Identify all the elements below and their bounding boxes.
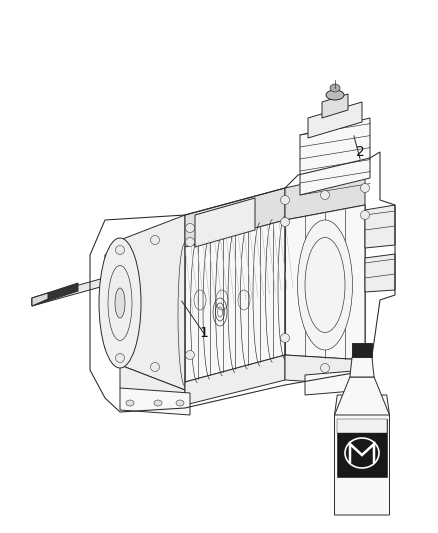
Text: 2: 2 bbox=[356, 145, 364, 159]
Polygon shape bbox=[185, 188, 285, 247]
Polygon shape bbox=[120, 215, 185, 390]
Ellipse shape bbox=[186, 223, 194, 232]
Ellipse shape bbox=[345, 438, 379, 468]
Ellipse shape bbox=[297, 220, 353, 350]
Polygon shape bbox=[195, 198, 255, 247]
Bar bbox=[337, 419, 387, 477]
Ellipse shape bbox=[126, 400, 134, 406]
Bar bbox=[337, 419, 387, 433]
Polygon shape bbox=[285, 205, 365, 360]
Polygon shape bbox=[335, 395, 389, 515]
Polygon shape bbox=[365, 254, 395, 292]
Ellipse shape bbox=[176, 400, 184, 406]
Polygon shape bbox=[300, 118, 370, 195]
Ellipse shape bbox=[326, 90, 344, 100]
Ellipse shape bbox=[360, 211, 370, 220]
Polygon shape bbox=[185, 355, 285, 405]
Polygon shape bbox=[335, 377, 389, 415]
Polygon shape bbox=[285, 355, 365, 385]
Polygon shape bbox=[322, 94, 348, 118]
Ellipse shape bbox=[321, 190, 329, 199]
Ellipse shape bbox=[116, 246, 124, 254]
Ellipse shape bbox=[280, 196, 290, 205]
Ellipse shape bbox=[186, 351, 194, 359]
Ellipse shape bbox=[360, 183, 370, 192]
Ellipse shape bbox=[116, 353, 124, 362]
Polygon shape bbox=[32, 283, 78, 306]
Polygon shape bbox=[105, 245, 120, 358]
Text: 1: 1 bbox=[199, 326, 208, 340]
Polygon shape bbox=[32, 268, 140, 306]
Bar bbox=[352, 343, 372, 357]
Polygon shape bbox=[350, 357, 374, 377]
Ellipse shape bbox=[151, 362, 159, 372]
Ellipse shape bbox=[280, 217, 290, 227]
Ellipse shape bbox=[115, 288, 125, 318]
Ellipse shape bbox=[321, 364, 329, 373]
Polygon shape bbox=[305, 370, 365, 395]
Polygon shape bbox=[185, 220, 285, 382]
Ellipse shape bbox=[186, 238, 194, 246]
Polygon shape bbox=[285, 170, 365, 220]
Ellipse shape bbox=[154, 400, 162, 406]
Ellipse shape bbox=[360, 351, 370, 359]
Polygon shape bbox=[120, 365, 185, 405]
Ellipse shape bbox=[108, 265, 132, 341]
Ellipse shape bbox=[151, 236, 159, 245]
Polygon shape bbox=[308, 102, 362, 138]
Polygon shape bbox=[120, 388, 190, 415]
Ellipse shape bbox=[330, 84, 340, 92]
Ellipse shape bbox=[280, 334, 290, 343]
Polygon shape bbox=[365, 205, 395, 248]
Ellipse shape bbox=[99, 238, 141, 368]
Polygon shape bbox=[32, 293, 48, 306]
